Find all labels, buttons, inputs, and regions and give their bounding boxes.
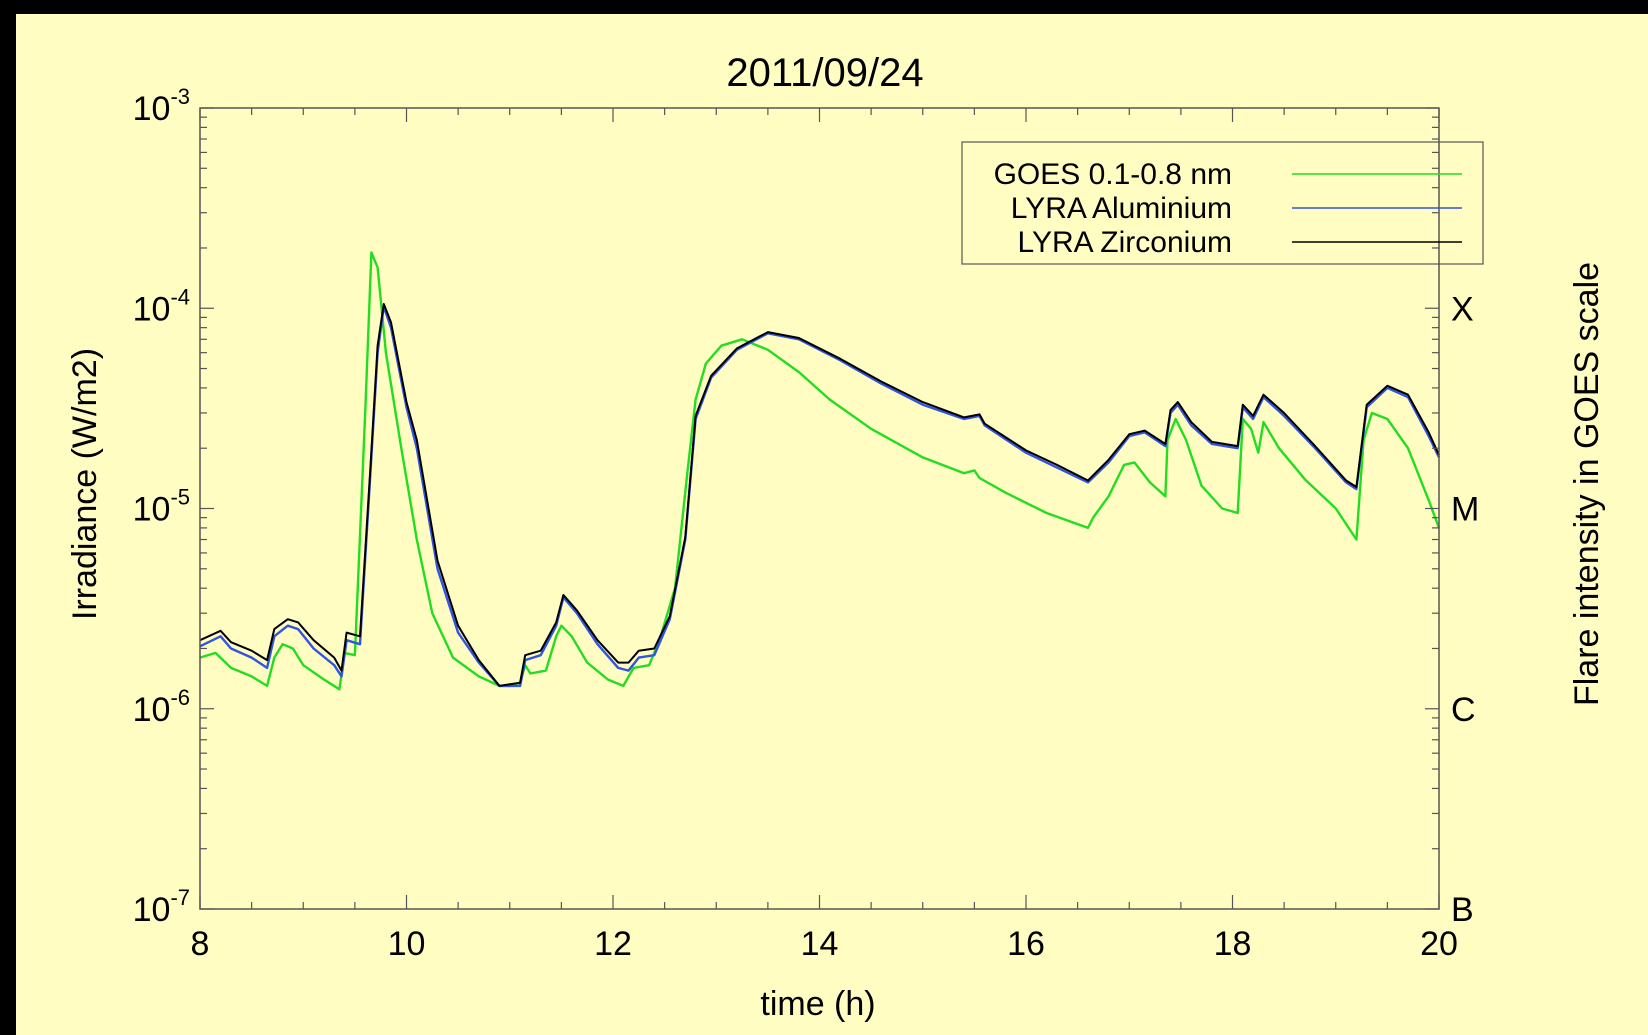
y-tick-label: 10-6	[133, 685, 190, 729]
x-axis-label: time (h)	[760, 985, 875, 1023]
right-axis-label: Flare intensity in GOES scale	[1568, 262, 1606, 706]
series-line-lyra-aluminium	[199, 305, 1441, 688]
x-tick-label: 20	[1420, 925, 1458, 963]
series-line-goes-0-1-0-8-nm	[199, 251, 1441, 691]
series-layer	[199, 251, 1441, 691]
y-tick-label: 10-5	[133, 485, 190, 529]
plot-frame	[199, 107, 1440, 910]
chart-panel: 2011/09/24 8 10 12 14 16 18 20 10-7 10-6 10-5 10-4…	[16, 14, 1648, 1035]
y-tick-label: 10-7	[133, 885, 190, 929]
goes-class-label: X	[1451, 290, 1474, 328]
goes-class-label: M	[1451, 491, 1479, 529]
x-tick-label: 10	[388, 925, 426, 963]
x-tick-label: 16	[1007, 925, 1045, 963]
x-tick-label: 14	[801, 925, 839, 963]
y-tick-label: 10-3	[133, 84, 190, 128]
legend-label: LYRA Aluminium	[1011, 192, 1232, 225]
x-tick-label: 8	[191, 925, 210, 963]
legend-label: LYRA Zirconium	[1017, 226, 1232, 259]
axis-layer: 8 10 12 14 16 18 20 10-7 10-6 10-5 10-4 10-3 B C M X	[133, 84, 1480, 963]
x-tick-label: 18	[1214, 925, 1252, 963]
series-line-lyra-zirconium	[199, 303, 1440, 687]
legend-box	[961, 141, 1484, 265]
y-axis-label: Irradiance (W/m2)	[66, 348, 104, 620]
chart-svg: 2011/09/24 8 10 12 14 16 18 20 10-7 10-6 10-5 10-4…	[66, 51, 1606, 1023]
goes-class-label: B	[1451, 891, 1474, 929]
x-tick-label: 12	[594, 925, 632, 963]
y-tick-label: 10-4	[133, 284, 190, 328]
chart-title: 2011/09/24	[726, 51, 923, 95]
legend-label: GOES 0.1-0.8 nm	[994, 158, 1232, 191]
goes-class-label: C	[1451, 691, 1476, 729]
